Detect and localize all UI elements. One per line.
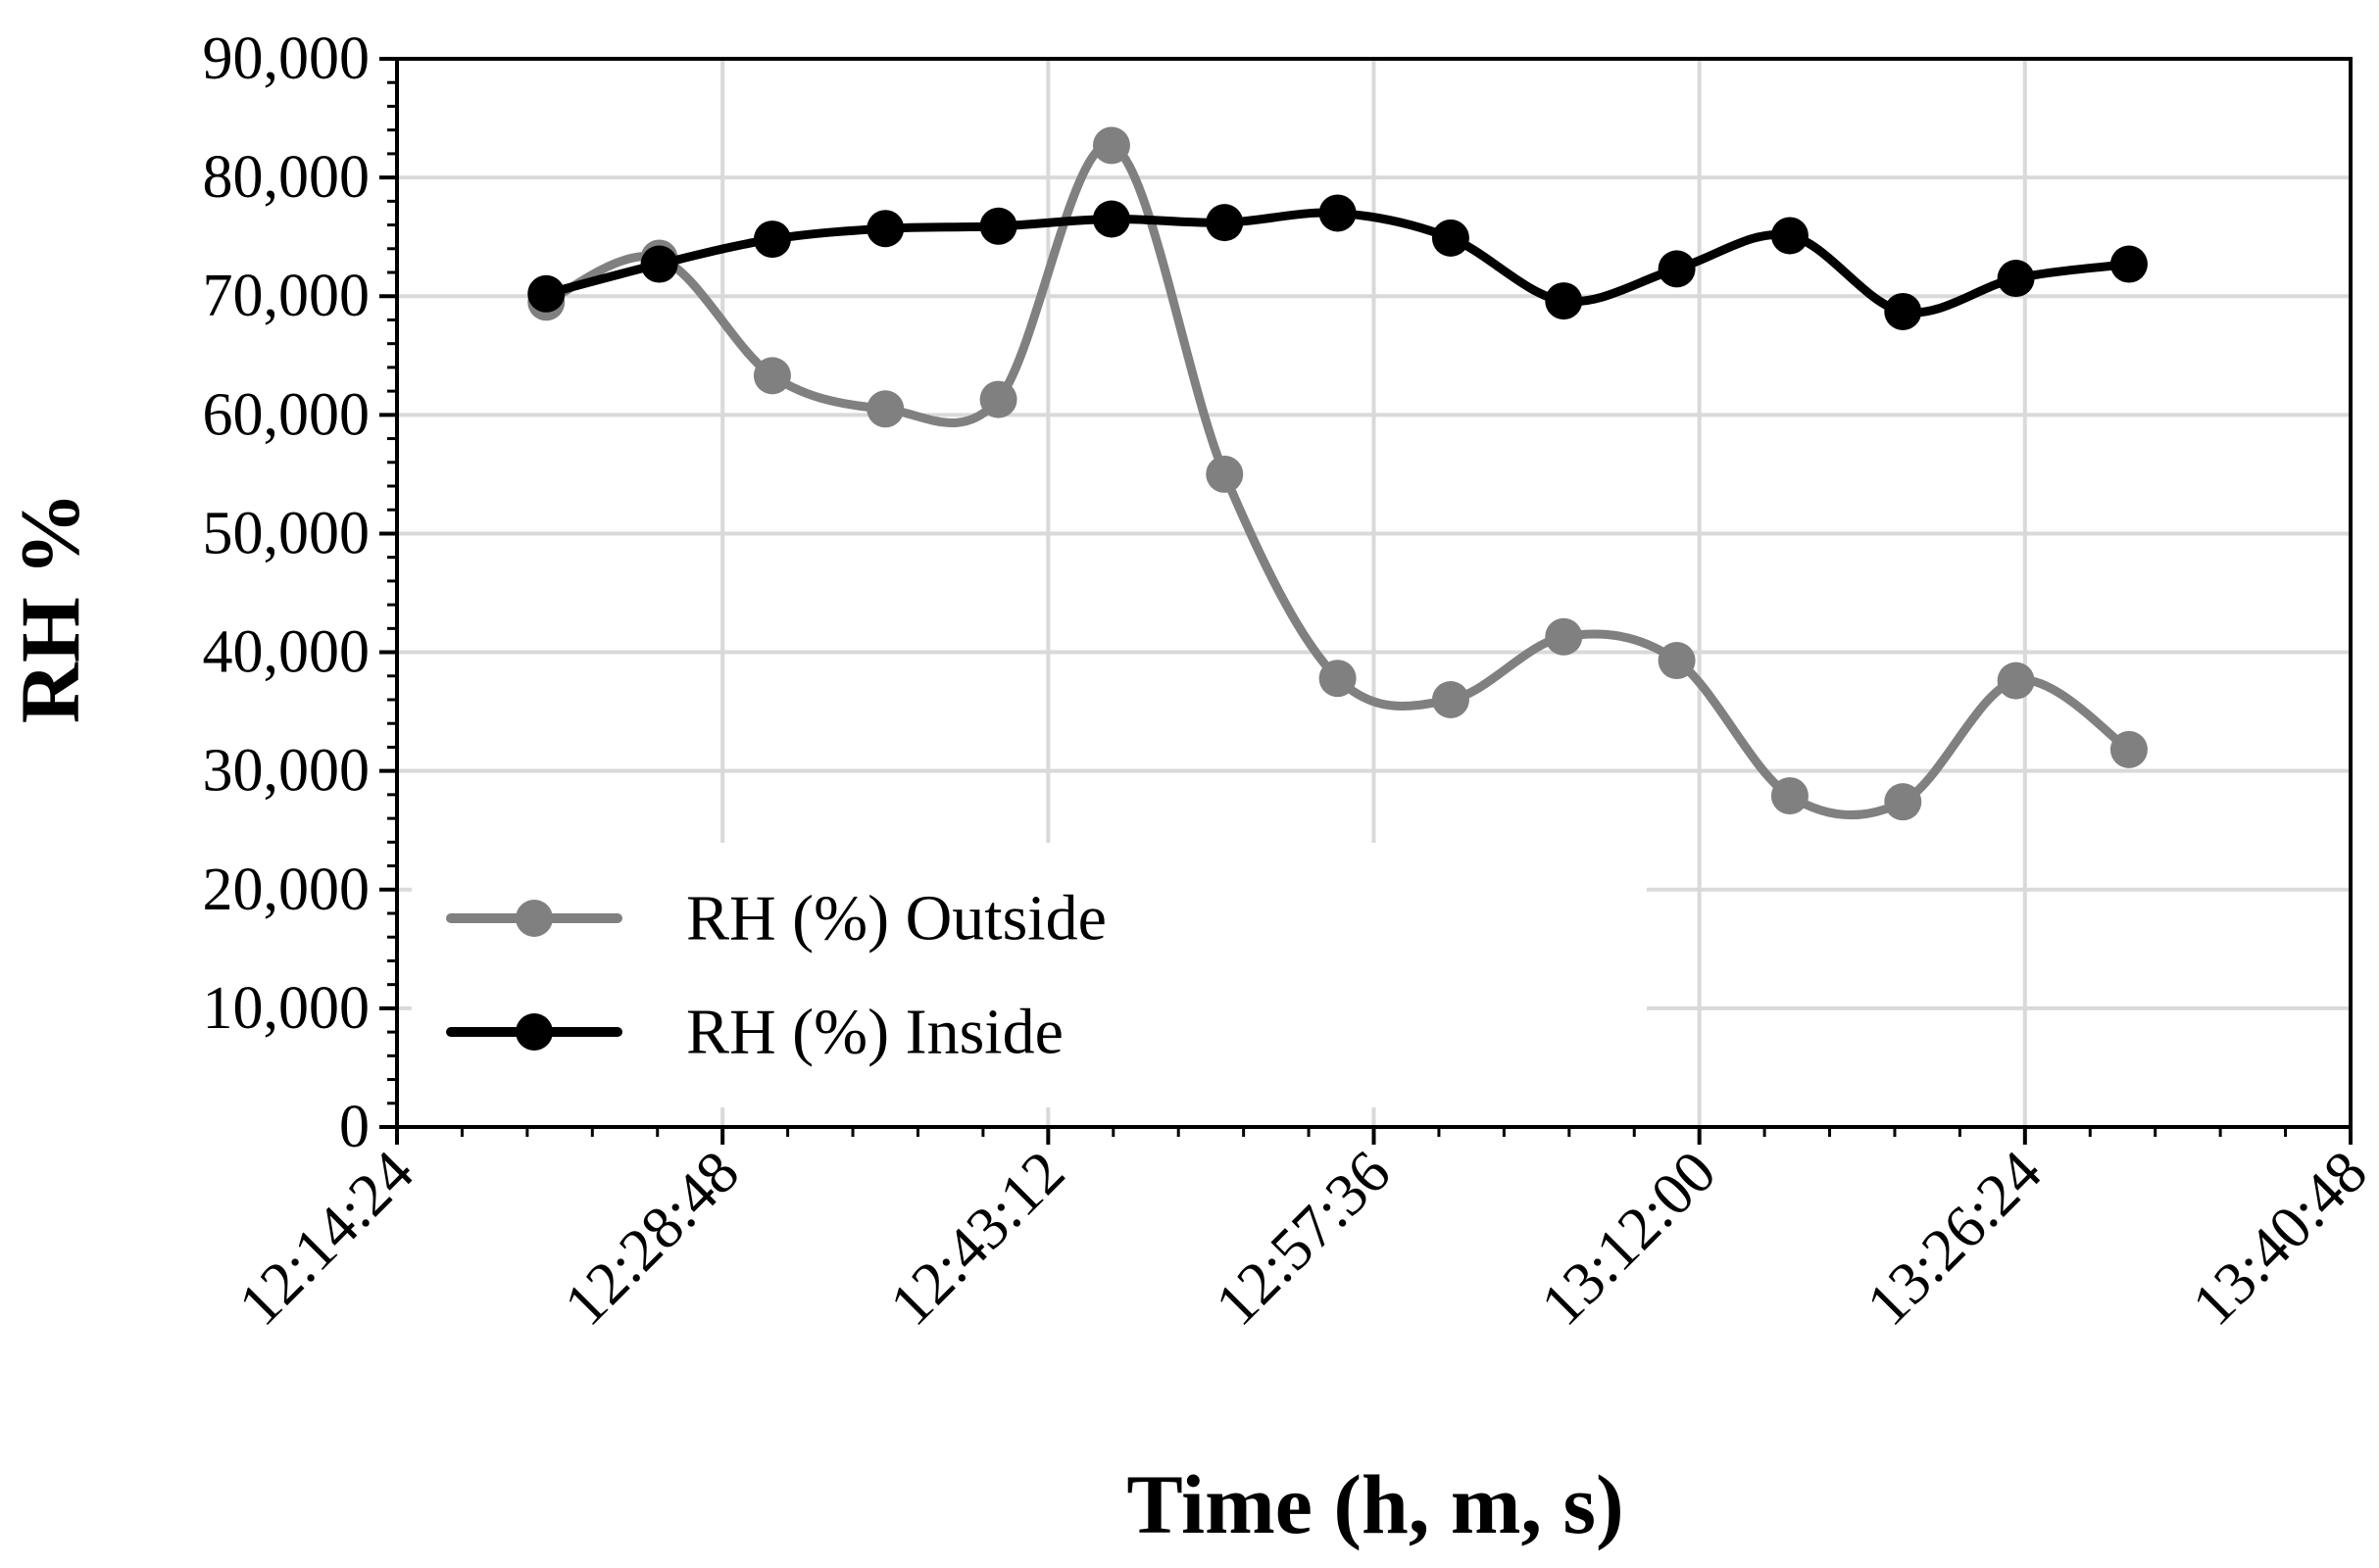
y-tick-label: 80,000 [203, 144, 371, 211]
data-point-rh-outside[interactable] [1997, 662, 2035, 700]
data-point-rh-outside[interactable] [1318, 660, 1357, 698]
data-point-rh-inside[interactable] [1770, 217, 1809, 255]
y-tick-label: 70,000 [203, 263, 371, 329]
data-point-rh-outside[interactable] [1884, 783, 1922, 821]
y-tick-label: 20,000 [203, 857, 371, 923]
data-point-rh-inside[interactable] [640, 245, 678, 283]
grid [397, 57, 2353, 1127]
x-axis-title: Time (h, m, s) [1126, 1457, 1623, 1551]
series-rh-inside [527, 194, 2148, 330]
x-tick-label: 12:28:48 [552, 1139, 752, 1339]
data-point-rh-inside[interactable] [1545, 282, 1583, 320]
tick-labels: 0 10,000 20,000 30,000 40,000 50,000 60,000 70,… [203, 25, 2379, 1339]
y-tick-label: 60,000 [203, 381, 371, 448]
data-point-rh-outside[interactable] [1206, 455, 1244, 493]
legend-swatch-inside-marker [516, 1013, 553, 1051]
data-point-rh-inside[interactable] [867, 210, 905, 248]
data-point-rh-outside[interactable] [1770, 777, 1809, 815]
legend-box [412, 843, 1647, 1107]
legend-item-outside[interactable]: RH (%) Outside [446, 883, 1107, 955]
data-point-rh-inside[interactable] [2109, 245, 2148, 283]
data-point-rh-outside[interactable] [2109, 730, 2148, 768]
x-tick-label: 12:57:36 [1203, 1139, 1403, 1339]
data-point-rh-inside[interactable] [1318, 194, 1357, 232]
data-point-rh-inside[interactable] [753, 220, 791, 259]
data-point-rh-inside[interactable] [1997, 260, 2035, 298]
y-tick-label: 40,000 [203, 619, 371, 686]
data-point-rh-outside[interactable] [1545, 617, 1583, 656]
x-tick-label: 13:26:24 [1855, 1139, 2055, 1339]
data-point-rh-inside[interactable] [1884, 292, 1922, 330]
data-point-rh-outside[interactable] [1092, 126, 1130, 165]
x-tick-label: 13:12:00 [1529, 1139, 1729, 1339]
y-tick-label: 90,000 [203, 25, 371, 92]
y-axis-title: RH % [3, 492, 97, 724]
data-point-rh-outside[interactable] [753, 357, 791, 395]
data-point-rh-inside[interactable] [527, 274, 566, 313]
axes [379, 57, 2353, 1145]
y-tick-label: 10,000 [203, 975, 371, 1042]
data-point-rh-outside[interactable] [979, 380, 1017, 418]
series [527, 126, 2148, 821]
legend-label-outside: RH (%) Outside [686, 883, 1107, 955]
y-tick-label: 30,000 [203, 738, 371, 805]
series-line-rh-inside [541, 208, 2134, 318]
y-tick-label: 0 [339, 1094, 370, 1160]
data-point-rh-inside[interactable] [1658, 250, 1696, 288]
data-point-rh-inside[interactable] [979, 207, 1017, 245]
x-tick-label: 13:40:48 [2180, 1139, 2379, 1339]
plot-frame [395, 57, 2353, 1129]
legend-label-inside: RH (%) Inside [686, 997, 1064, 1068]
data-point-rh-inside[interactable] [1206, 204, 1244, 242]
x-tick-label: 12:43:12 [877, 1139, 1077, 1339]
x-tick-label: 12:14:24 [226, 1139, 426, 1339]
data-point-rh-outside[interactable] [1658, 642, 1696, 680]
data-point-rh-inside[interactable] [1431, 219, 1469, 257]
data-point-rh-outside[interactable] [1431, 681, 1469, 718]
legend-item-inside[interactable]: RH (%) Inside [446, 997, 1064, 1068]
y-tick-label: 50,000 [203, 500, 371, 566]
legend-swatch-outside-marker [516, 900, 553, 937]
legend: RH (%) Outside RH (%) Inside [412, 843, 1647, 1107]
data-point-rh-inside[interactable] [1092, 200, 1130, 238]
data-point-rh-outside[interactable] [867, 390, 905, 428]
series-line-rh-outside [541, 140, 2134, 820]
